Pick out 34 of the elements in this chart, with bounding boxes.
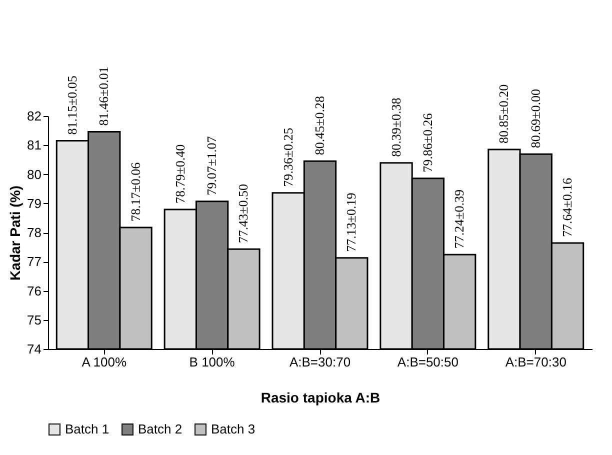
data-label: 79.07±1.07 (204, 136, 220, 196)
data-label: 80.85±0.20 (496, 84, 512, 144)
data-label: 77.64±0.16 (560, 177, 575, 237)
legend-label: Batch 2 (138, 422, 182, 437)
data-label: 81.46±0.01 (96, 66, 112, 126)
y-tick-label: 79 (27, 196, 42, 211)
data-label: 77.24±0.39 (452, 189, 467, 249)
x-tick-label: A:B=50:50 (397, 354, 458, 370)
y-tick-label: 75 (27, 312, 42, 328)
y-tick-label: 82 (27, 108, 42, 124)
y-tick-label: 80 (27, 166, 42, 182)
x-tick-label: A:B=70:30 (505, 354, 566, 370)
data-label: 78.79±0.40 (172, 144, 188, 204)
data-label: 81.15±0.05 (64, 76, 80, 135)
y-tick-label: 81 (27, 138, 42, 153)
y-tick-label: 74 (27, 342, 42, 356)
y-tick-label: 76 (27, 283, 42, 298)
y-tick-label: 78 (27, 225, 42, 240)
legend-label: Batch 3 (211, 422, 256, 437)
x-axis-title: Rasio tapioka A:B (260, 390, 380, 406)
data-label: 79.36±0.25 (280, 128, 296, 187)
y-axis-title: Kadar Pati (%) (7, 186, 24, 280)
x-tick-label: A 100% (82, 354, 127, 370)
x-tick-label: A:B=30:70 (289, 354, 351, 370)
data-label: 79.86±0.26 (420, 112, 435, 172)
legend-label: Batch 1 (65, 422, 110, 437)
data-label: 77.13±0.19 (344, 192, 359, 252)
x-tick-label: B 100% (189, 354, 236, 370)
data-label: 80.45±0.28 (312, 96, 327, 156)
data-label: 77.43±0.50 (236, 184, 251, 244)
data-label: 80.69±0.00 (528, 89, 543, 148)
y-tick-label: 77 (27, 254, 42, 270)
data-label: 80.39±0.38 (388, 98, 404, 157)
data-label: 78.17±0.06 (128, 162, 143, 222)
